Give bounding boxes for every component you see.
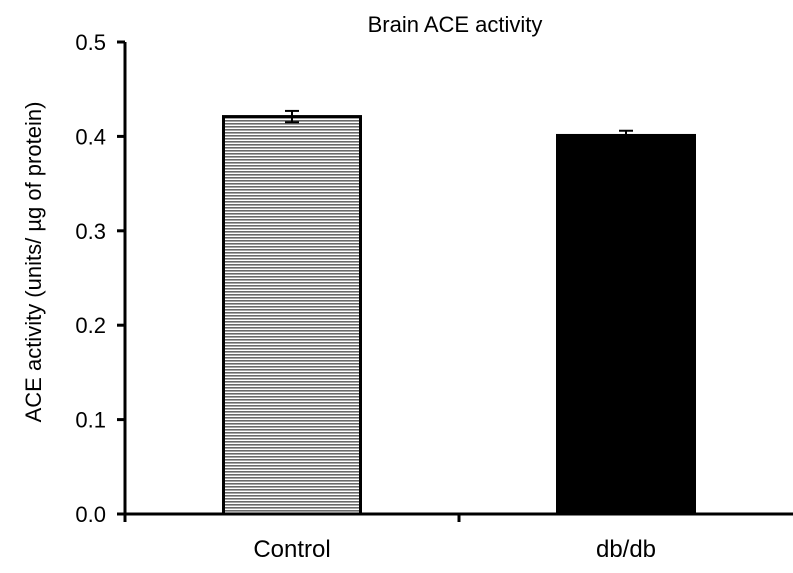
y-tick-label: 0.2 [75, 313, 106, 338]
error-bars-group [285, 109, 633, 142]
y-tick-label: 0.5 [75, 30, 106, 55]
y-tick-label: 0.1 [75, 408, 106, 433]
chart-title: Brain ACE activity [368, 12, 543, 37]
y-tick-label: 0.3 [75, 219, 106, 244]
x-tick-label: db/db [596, 536, 656, 563]
y-tick-label: 0.0 [75, 502, 106, 527]
x-ticks-group: Control db/db [123, 514, 656, 563]
y-axis-label: ACE activity (units/ µg of protein) [21, 102, 46, 423]
bar-db-db [556, 133, 696, 516]
x-tick-label: Control [253, 536, 330, 563]
bars-group [222, 115, 696, 516]
y-ticks-group: 0.0 0.1 0.2 0.3 0.4 0.5 [75, 30, 125, 527]
y-tick-label: 0.4 [75, 124, 106, 149]
bar-control [222, 115, 362, 516]
